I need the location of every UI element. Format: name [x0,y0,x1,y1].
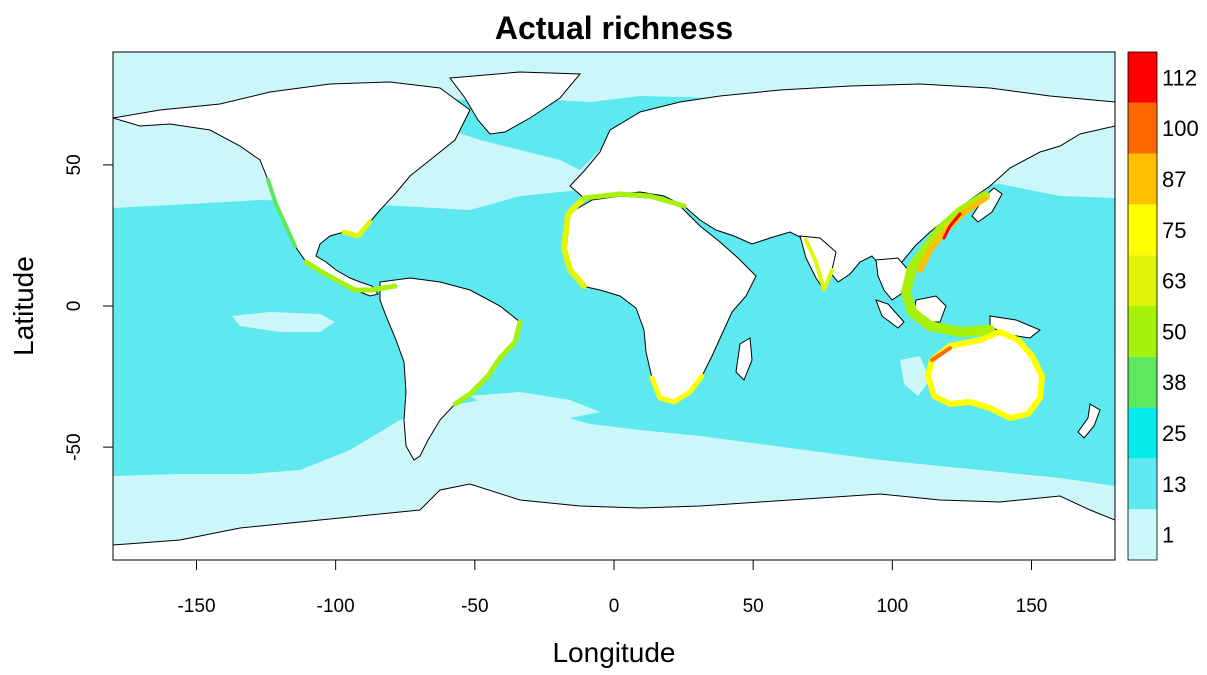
y-axis: 50 0 -50 [64,154,113,461]
legend-label: 87 [1162,167,1186,192]
x-axis-title: Longitude [552,637,675,668]
richness-east-asia-core [942,212,962,240]
x-axis: -150 -100 -50 0 50 100 150 [177,560,1047,617]
richness-gulf-of-mexico [341,219,373,239]
land-south-america [379,277,521,461]
richness-australia-coast [925,329,1045,421]
x-tick-label: 100 [876,596,908,617]
legend-label: 100 [1162,116,1199,141]
legend-swatch [1128,255,1157,306]
richness-north-america-west [266,178,297,248]
map-panel [113,52,1115,560]
legend-swatch [1128,509,1157,560]
legend-swatch [1128,204,1157,256]
y-tick-label: -50 [64,433,85,460]
x-tick-label: 150 [1016,596,1048,617]
richness-india-coast [804,238,834,292]
richness-africa-south [649,373,705,405]
legend-label: 50 [1162,319,1186,344]
richness-central-america [303,259,398,293]
richness-east-asia-mid [917,195,988,273]
legend-label: 25 [1162,421,1186,446]
color-legend: 1 13 25 38 50 63 75 87 100 112 [1127,51,1199,561]
legend-swatch [1128,458,1157,510]
coastal-richness [266,178,1045,421]
ocean-pale-patch-north-pacific [900,356,930,396]
land-greenland [449,71,582,135]
legend-label: 38 [1162,370,1186,395]
legend-label: 1 [1162,523,1174,548]
richness-africa-west [561,197,587,289]
richness-east-asia-outer [901,191,995,337]
land-new-zealand [1077,403,1101,439]
land-eurasia [569,83,1115,283]
legend-label: 63 [1162,269,1186,294]
x-tick-label: -100 [317,596,355,617]
land-sumatra [875,299,905,329]
legend-label: 75 [1162,218,1186,243]
richness-mediterranean [581,191,687,209]
ocean-pale-patch-south-atlantic [470,392,600,420]
legend-swatch [1128,153,1157,205]
land-madagascar [735,337,753,381]
y-tick-label: 50 [64,154,85,175]
land-antarctica [113,483,1115,560]
legend-frame [1127,51,1158,561]
richness-south-america-east [452,319,523,407]
x-tick-label: -150 [177,596,215,617]
map-title: Actual richness [495,10,733,46]
legend-label: 13 [1162,472,1186,497]
richness-australia-nw [930,346,952,362]
legend-swatch [1128,52,1157,103]
x-tick-label: 50 [743,596,764,617]
land-japan [971,187,1003,223]
x-tick-label: -50 [461,596,488,617]
y-axis-title: Latitude [8,256,39,356]
ocean-pale-patch-pacific [232,312,335,332]
legend-swatch [1128,102,1157,154]
legend-swatch [1128,356,1157,408]
legend-swatch [1128,407,1157,459]
legend-label: 112 [1162,65,1197,90]
y-tick-label: 0 [64,301,85,312]
x-tick-label: 0 [609,596,620,617]
legend-swatch [1128,306,1157,357]
land-masses [113,71,1115,560]
